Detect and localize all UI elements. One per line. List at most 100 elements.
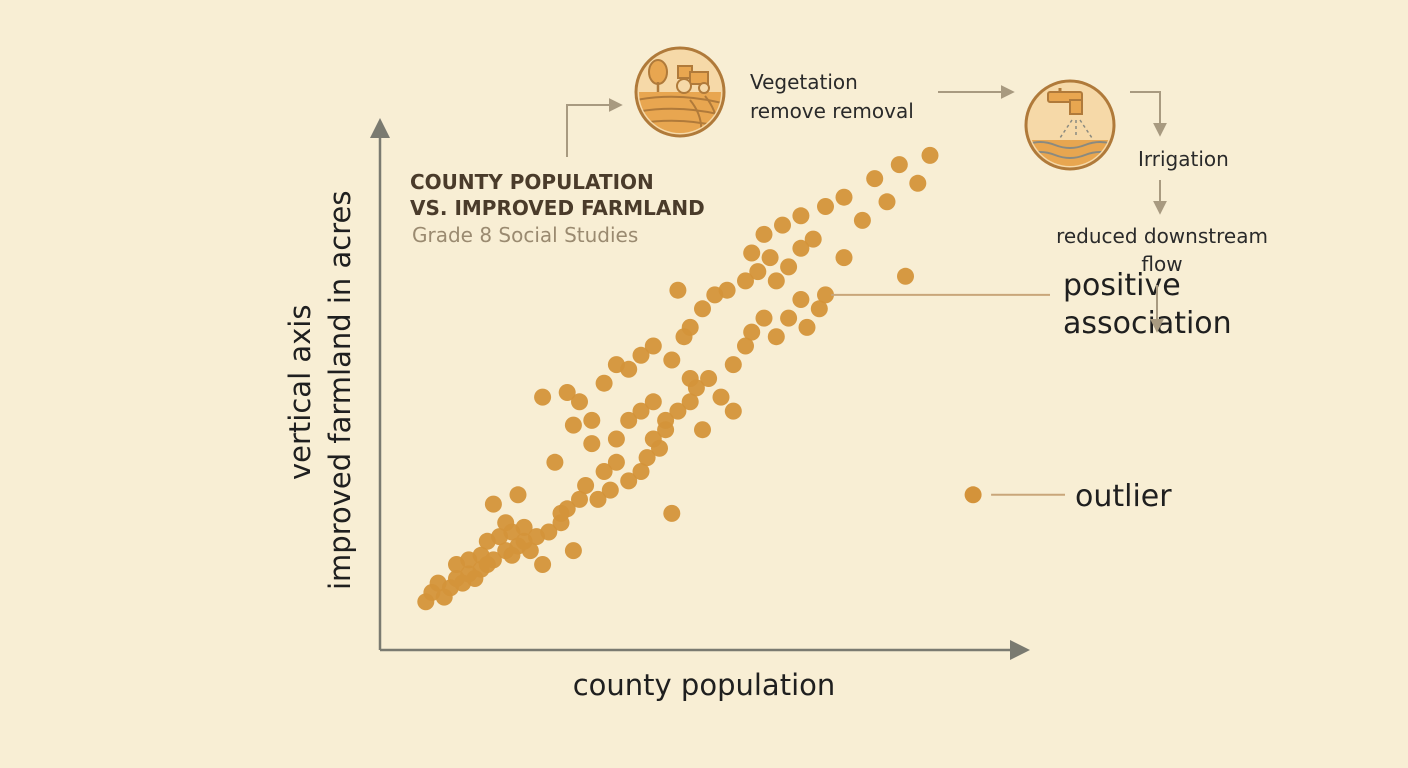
scatter-point <box>484 495 502 513</box>
x-axis-label: county population <box>573 668 836 702</box>
chart-title-line-2: VS. IMPROVED FARMLAND <box>410 196 705 220</box>
scatter-point <box>552 504 570 522</box>
outlier-point <box>964 486 982 504</box>
scatter-point <box>737 272 754 290</box>
scatter-point <box>595 374 613 392</box>
faucet-water-icon <box>1024 79 1116 171</box>
scatter-point <box>515 518 533 536</box>
scatter-point <box>571 490 588 508</box>
y-axis-label-line-1: vertical axis <box>283 305 317 480</box>
process-flow: Vegetation remove removal Irrigation red… <box>566 46 1268 333</box>
scatter-point <box>817 286 834 304</box>
scatter-point <box>755 225 773 243</box>
scatter-point <box>817 198 834 215</box>
scatter-point <box>780 258 798 276</box>
scatter-point <box>737 337 754 355</box>
axes <box>370 118 1030 660</box>
scatter-point <box>743 323 761 341</box>
scatter-point <box>620 411 638 429</box>
scatter-point <box>810 300 828 318</box>
scatter-points <box>417 146 939 611</box>
scatter-point <box>607 430 625 448</box>
flow-step2: Irrigation <box>1138 147 1229 171</box>
scatter-point <box>681 370 699 387</box>
chart-subtitle: Grade 8 Social Studies <box>412 223 638 247</box>
scatter-point <box>638 449 656 467</box>
scatter-point <box>909 174 927 192</box>
y-axis-label-group-2: improved farmland in acres <box>323 191 357 590</box>
scatter-point <box>681 318 699 336</box>
flow-step1-line-1: Vegetation <box>750 70 858 94</box>
flow-step3-line-2: flow <box>1141 252 1182 276</box>
scatter-point <box>761 249 779 267</box>
scatter-point <box>632 346 650 364</box>
scatter-point <box>712 388 730 406</box>
scatter-point <box>921 146 939 164</box>
scatter-point <box>890 156 908 174</box>
scatter-point <box>724 402 742 420</box>
flow-step1-line-2: remove removal <box>750 99 914 123</box>
scatter-point <box>583 435 601 453</box>
chart-title-line-1: COUNTY POPULATION <box>410 170 654 194</box>
scatter-point <box>620 472 638 490</box>
scatter-point <box>534 388 552 406</box>
scatter-point <box>546 453 564 471</box>
scatter-point <box>484 551 502 569</box>
scatter-point <box>509 486 527 504</box>
scatter-point <box>663 351 681 369</box>
scatter-point <box>595 463 613 480</box>
scatter-point <box>632 402 650 420</box>
scatter-point <box>853 211 871 229</box>
flow-step3-line-1: reduced downstream <box>1056 224 1268 248</box>
y-axis-label-line-2: improved farmland in acres <box>323 191 357 590</box>
scatter-point <box>571 393 588 411</box>
scatter-point <box>564 542 582 560</box>
flow-arrow-irrigation-down <box>1130 91 1167 137</box>
annotation-outlier: outlier <box>964 479 1172 514</box>
flow-arrow-title-to-farm <box>566 98 623 157</box>
scatter-point <box>767 328 785 346</box>
scatter-point <box>835 249 853 267</box>
scatter-point <box>669 281 687 299</box>
scatter-point <box>607 453 625 471</box>
scatter-point <box>657 411 675 429</box>
scatter-point <box>897 267 914 285</box>
scatter-point <box>743 244 761 262</box>
scatter-point <box>694 300 711 318</box>
scatter-point <box>866 170 884 188</box>
scatter-point <box>521 542 539 560</box>
scatter-point <box>700 370 718 387</box>
scatter-point <box>755 309 773 327</box>
scatter-point <box>632 463 650 480</box>
scatter-point <box>792 291 810 308</box>
scatter-point <box>780 309 798 327</box>
scatter-point <box>792 207 810 225</box>
scatter-point <box>878 193 896 211</box>
scatter-point <box>558 384 576 401</box>
scatter-point <box>718 281 736 299</box>
scatter-point <box>577 477 595 494</box>
annotation-label: association <box>1063 306 1232 341</box>
scatter-point <box>620 360 638 378</box>
scatter-point <box>583 411 601 429</box>
scatter-point <box>669 402 687 420</box>
scatter-point <box>540 523 558 541</box>
scatter-point <box>792 239 810 257</box>
scatter-point <box>644 337 662 355</box>
scatter-point <box>835 188 853 206</box>
scatter-point <box>644 393 662 411</box>
scatter-point <box>804 230 822 248</box>
scatter-point <box>767 272 785 290</box>
scatter-point <box>564 416 582 434</box>
scatter-point <box>601 481 619 499</box>
scatter-point <box>774 216 791 234</box>
annotation-label: outlier <box>1075 479 1172 514</box>
scatter-point <box>724 356 742 374</box>
annotation-label: positive <box>1063 268 1181 303</box>
y-axis-label-group: vertical axis <box>283 305 317 480</box>
scatter-point <box>497 514 515 532</box>
scatter-point <box>534 556 552 573</box>
scatter-point <box>663 504 681 522</box>
